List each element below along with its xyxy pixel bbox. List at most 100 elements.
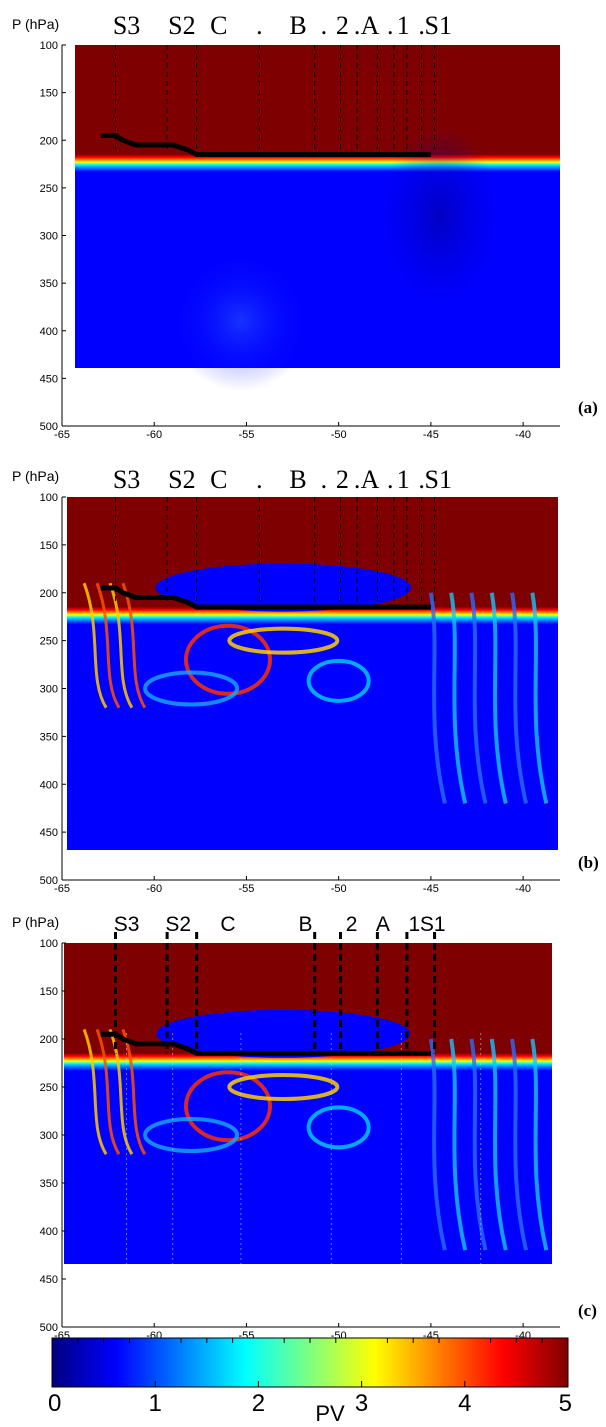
x-tick-label: -55 xyxy=(238,883,254,895)
section-marker-label: S3 xyxy=(113,465,140,494)
pv-streak xyxy=(428,1038,447,1251)
section-marker-label: S2 xyxy=(168,465,195,494)
section-marker-label: C xyxy=(210,465,227,494)
y-tick-label: 350 xyxy=(40,278,58,290)
colorbar-tick-label: 5 xyxy=(559,1390,572,1417)
pv-filament xyxy=(306,658,371,703)
section-marker-label: A xyxy=(361,11,380,40)
section-marker-label: B xyxy=(298,913,312,936)
section-marker-label: S3 xyxy=(114,913,140,936)
section-marker-label: 2 xyxy=(336,465,349,494)
section-marker-label: S3 xyxy=(113,11,140,40)
pv-band xyxy=(121,1028,147,1155)
section-marker-label: A xyxy=(361,465,380,494)
section-marker-label: . xyxy=(321,465,328,494)
section-marker-label: B xyxy=(289,11,306,40)
tropopause-line xyxy=(100,1031,431,1056)
section-marker-label: . xyxy=(321,11,328,40)
blue-intrusion xyxy=(156,1009,411,1058)
pv-filament xyxy=(227,626,340,655)
blue-intrusion xyxy=(155,563,411,612)
y-tick-label: 450 xyxy=(40,373,58,385)
y-tick-label: 500 xyxy=(40,875,58,887)
section-marker-label: S1 xyxy=(425,465,452,494)
pv-filament xyxy=(143,1117,240,1153)
y-tick-label: 400 xyxy=(40,779,58,791)
y-tick-label: 250 xyxy=(40,636,58,648)
y-tick-label: 300 xyxy=(40,684,58,696)
x-tick-label: -60 xyxy=(146,883,162,895)
pv-streak xyxy=(469,592,488,804)
panel-label: (a) xyxy=(578,398,598,417)
y-tick-label: 300 xyxy=(40,1130,58,1142)
pv-band xyxy=(95,1028,121,1155)
pv-filament xyxy=(184,623,272,696)
section-marker-label: 1 xyxy=(408,913,420,936)
section-marker-label: . xyxy=(256,11,263,40)
y-axis-label: P (hPa) xyxy=(12,468,59,484)
pv-filament xyxy=(306,1105,371,1150)
pv-filament xyxy=(227,1073,340,1101)
y-tick-label: 400 xyxy=(40,1226,58,1238)
pv-band xyxy=(82,1028,108,1155)
y-tick-label: 400 xyxy=(40,326,58,338)
section-marker-label: A xyxy=(376,913,390,936)
pv-streak xyxy=(489,1038,508,1251)
pv-streak xyxy=(449,1038,468,1251)
colorbar: 0 1 2 3 4 5 PV xyxy=(48,1337,572,1426)
y-axis-label: P (hPa) xyxy=(12,16,59,32)
y-tick-label: 100 xyxy=(40,40,58,52)
darker-blob xyxy=(380,126,501,307)
section-marker-label: 1 xyxy=(397,11,410,40)
tropopause-line xyxy=(100,585,431,610)
y-tick-label: 350 xyxy=(40,1178,58,1190)
pv-streak xyxy=(428,592,447,804)
section-marker-label: S1 xyxy=(420,913,446,936)
y-axis-label: P (hPa) xyxy=(12,914,59,930)
panel-a: 100 150 200 250 300 350 400 450 500-65 -60 -55 -50 -… xyxy=(12,11,598,441)
stratosphere-region xyxy=(75,45,560,152)
y-tick-label: 500 xyxy=(40,421,58,433)
x-tick-label: -45 xyxy=(423,883,439,895)
pv-filament xyxy=(184,1070,272,1143)
x-tick-label: -50 xyxy=(331,883,347,895)
pv-streak xyxy=(530,592,549,804)
y-tick-label: 250 xyxy=(40,183,58,195)
colorbar-tick-label: 3 xyxy=(355,1390,368,1417)
section-marker-label: S2 xyxy=(165,913,191,936)
section-marker-label: C xyxy=(210,11,227,40)
section-marker-label: C xyxy=(220,913,235,936)
pv-band xyxy=(108,582,134,709)
section-marker-label: 1 xyxy=(397,465,410,494)
section-marker-label: . xyxy=(354,11,361,40)
x-tick-label: -65 xyxy=(54,883,70,895)
y-tick-label: 450 xyxy=(40,827,58,839)
y-tick-label: 200 xyxy=(40,588,58,600)
y-tick-label: 150 xyxy=(40,986,58,998)
x-tick-label: -40 xyxy=(515,883,531,895)
y-tick-label: 150 xyxy=(40,540,58,552)
pv-band xyxy=(95,582,121,709)
section-marker-label: S2 xyxy=(168,11,195,40)
y-tick-label: 200 xyxy=(40,135,58,147)
pv-filament xyxy=(143,670,240,707)
section-marker-label: S1 xyxy=(425,11,452,40)
pv-streak xyxy=(449,592,468,804)
section-marker-label: . xyxy=(387,11,394,40)
y-tick-label: 450 xyxy=(40,1274,58,1286)
x-tick-label: -40 xyxy=(515,429,531,441)
y-tick-label: 100 xyxy=(40,492,58,504)
y-tick-label: 250 xyxy=(40,1082,58,1094)
pv-streak xyxy=(510,1038,528,1251)
section-marker-label: 2 xyxy=(336,11,349,40)
colorbar-tick-label: 1 xyxy=(149,1390,162,1417)
y-tick-label: 350 xyxy=(40,731,58,743)
x-tick-label: -50 xyxy=(331,429,347,441)
colorbar-title: PV xyxy=(315,1401,345,1426)
section-marker-label: 2 xyxy=(346,913,358,936)
x-tick-label: -65 xyxy=(54,429,70,441)
colorbar-tick-label: 4 xyxy=(458,1390,471,1417)
colorbar-tick-label: 0 xyxy=(48,1390,61,1417)
pv-streak xyxy=(469,1038,488,1251)
